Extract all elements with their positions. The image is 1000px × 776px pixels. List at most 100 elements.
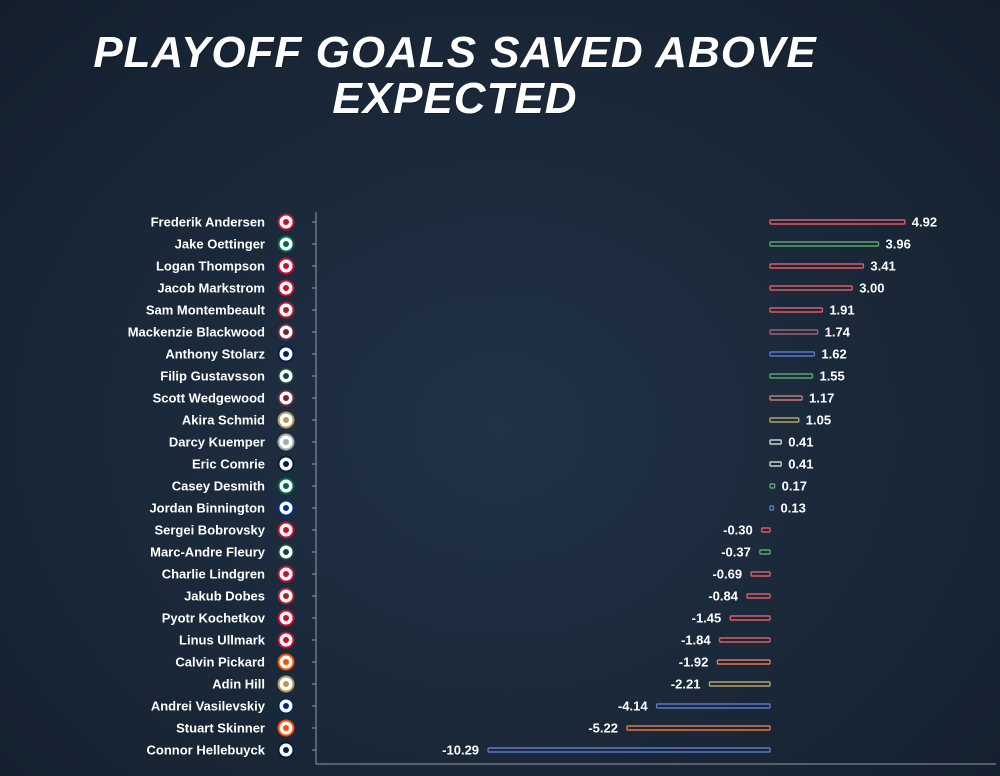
data-label: 1.62 (821, 347, 846, 362)
data-label: -5.22 (588, 721, 618, 736)
logo-center-mark (283, 373, 289, 379)
logo-center-mark (283, 395, 289, 401)
logo-center-mark (283, 571, 289, 577)
data-label: 1.55 (819, 369, 844, 384)
goalie-name: Calvin Pickard (175, 655, 265, 670)
logo-center-mark (283, 461, 289, 467)
logo-center-mark (283, 329, 289, 335)
bar (655, 703, 771, 709)
data-label: -0.37 (721, 545, 751, 560)
goalie-name: Mackenzie Blackwood (128, 325, 265, 340)
goalie-name: Akira Schmid (182, 413, 265, 428)
bar (769, 307, 824, 313)
data-label: 1.05 (806, 413, 831, 428)
chart-rows: Frederik Andersen 4.92 Jake Oettinger 3.96 L… (128, 213, 937, 759)
chart-title: PLAYOFF GOALS SAVED ABOVE EXPECTED (0, 30, 910, 122)
data-label: -0.84 (708, 589, 738, 604)
goalie-name: Darcy Kuemper (169, 435, 265, 450)
bar (769, 219, 906, 225)
data-label: -10.29 (442, 743, 479, 758)
goalie-name: Scott Wedgewood (153, 391, 265, 406)
goalie-name: Stuart Skinner (176, 721, 265, 736)
bar (761, 527, 771, 533)
bar (769, 439, 782, 445)
logo-center-mark (283, 527, 289, 533)
logo-center-mark (283, 703, 289, 709)
bar (769, 461, 782, 467)
goalie-name: Jacob Markstrom (157, 281, 265, 296)
bar (769, 505, 775, 511)
bar (729, 615, 771, 621)
logo-center-mark (283, 505, 289, 511)
data-label: 3.41 (870, 259, 895, 274)
data-label: -0.69 (712, 567, 742, 582)
bar (708, 681, 771, 687)
logo-center-mark (283, 615, 289, 621)
bar (769, 285, 853, 291)
logo-center-mark (283, 549, 289, 555)
goalie-name: Linus Ullmark (179, 633, 266, 648)
bar (487, 747, 771, 753)
goalie-name: Eric Comrie (192, 457, 265, 472)
logo-center-mark (283, 285, 289, 291)
data-label: 0.17 (782, 479, 807, 494)
logo-center-mark (283, 747, 289, 753)
data-label: 1.74 (825, 325, 851, 340)
logo-center-mark (283, 241, 289, 247)
logo-center-mark (283, 659, 289, 665)
goalie-name: Connor Hellebuyck (147, 743, 266, 758)
data-label: 1.91 (829, 303, 854, 318)
goalie-name: Marc-Andre Fleury (150, 545, 266, 560)
data-label: -1.92 (679, 655, 709, 670)
logo-center-mark (283, 439, 289, 445)
goalie-name: Sam Montembeault (146, 303, 266, 318)
logo-center-mark (283, 263, 289, 269)
bar (718, 637, 771, 643)
data-label: -2.21 (671, 677, 701, 692)
goalie-name: Jordan Binnington (149, 501, 265, 516)
bar (769, 395, 803, 401)
data-label: 4.92 (912, 215, 937, 230)
goalie-name: Jakub Dobes (184, 589, 265, 604)
data-label: 0.13 (781, 501, 806, 516)
chart-title-line-2: EXPECTED (332, 74, 578, 123)
bar (769, 483, 776, 489)
goalie-name: Casey Desmith (172, 479, 265, 494)
bar (769, 263, 865, 269)
bar (769, 329, 819, 335)
goalie-name: Sergei Bobrovsky (154, 523, 265, 538)
logo-center-mark (283, 219, 289, 225)
logo-center-mark (283, 351, 289, 357)
goalie-name: Logan Thompson (156, 259, 265, 274)
goalie-name: Adin Hill (212, 677, 265, 692)
bar (716, 659, 771, 665)
bar (626, 725, 771, 731)
data-label: 0.41 (788, 457, 813, 472)
data-label: 3.96 (886, 237, 911, 252)
data-label: -1.45 (692, 611, 722, 626)
logo-center-mark (283, 307, 289, 313)
logo-center-mark (283, 681, 289, 687)
goalie-name: Frederik Andersen (151, 215, 265, 230)
goalie-name: Pyotr Kochetkov (162, 611, 266, 626)
logo-center-mark (283, 417, 289, 423)
bar (769, 241, 880, 247)
goalie-name: Charlie Lindgren (162, 567, 265, 582)
bar (769, 351, 816, 357)
bar (746, 593, 771, 599)
logo-center-mark (283, 593, 289, 599)
data-label: 3.00 (859, 281, 884, 296)
logo-center-mark (283, 725, 289, 731)
logo-center-mark (283, 637, 289, 643)
logo-center-mark (283, 483, 289, 489)
goalie-name: Jake Oettinger (175, 237, 265, 252)
data-label: -0.30 (723, 523, 753, 538)
data-label: 1.17 (809, 391, 834, 406)
bar (769, 417, 800, 423)
data-label: -1.84 (681, 633, 711, 648)
data-label: 0.41 (788, 435, 813, 450)
goalie-name: Andrei Vasilevskiy (151, 699, 266, 714)
bar (769, 373, 814, 379)
chart-title-line-1: PLAYOFF GOALS SAVED ABOVE (93, 28, 817, 77)
